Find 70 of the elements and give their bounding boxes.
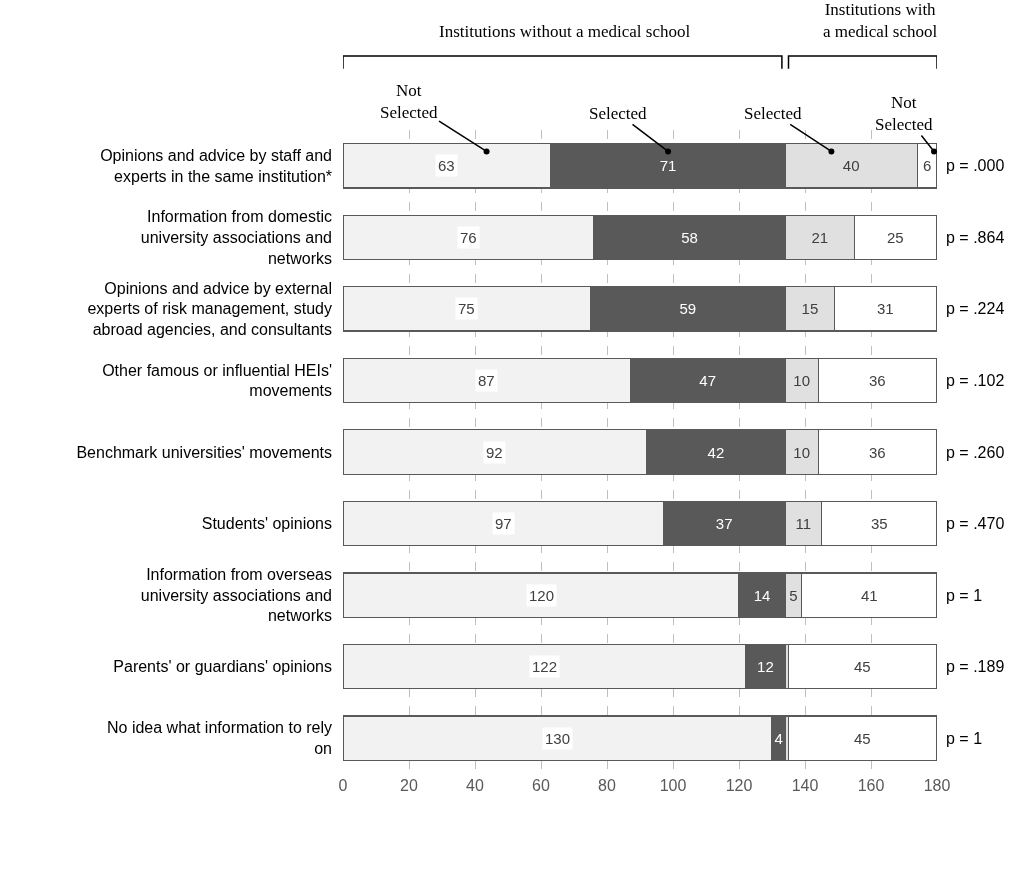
data-label: 36: [869, 444, 886, 461]
data-label: 71: [659, 157, 677, 175]
x-tick-label: 80: [598, 777, 616, 794]
data-label: 40: [842, 157, 860, 175]
x-tick-label: 160: [857, 777, 885, 794]
series-label: Not Selected: [380, 81, 439, 123]
bar: [787, 643, 937, 690]
data-label: 42: [707, 443, 725, 461]
series-label: Selected: [589, 104, 648, 123]
data-label: 92: [486, 444, 503, 461]
series-label: Selected: [744, 104, 803, 123]
x-tick-label: 20: [400, 777, 418, 794]
data-label: 58: [681, 228, 698, 246]
y-tick-label: Opinions and advice by external experts of risk management, study abroad agencies, and consultants: [87, 279, 332, 339]
text: p = .864: [946, 229, 1005, 246]
data-label: 10: [793, 443, 811, 461]
data-label: 14: [753, 586, 771, 604]
data-label: 47: [699, 371, 716, 389]
y-tick-label: Students' opinions: [201, 515, 332, 533]
data-label: 12: [757, 658, 774, 676]
data-label: 120: [529, 587, 555, 604]
text: p = .260: [946, 444, 1005, 461]
data-label: 97: [495, 515, 512, 532]
data-label: 41: [861, 587, 878, 604]
data-label: 6: [923, 157, 932, 174]
data-label: 87: [478, 372, 495, 389]
text: Institutions without a medical school: [439, 22, 691, 41]
data-label: 5: [789, 586, 798, 604]
data-label: 45: [854, 658, 871, 675]
data-label: 63: [438, 157, 455, 174]
data-label: 75: [458, 300, 475, 317]
data-label: 10: [793, 371, 811, 389]
data-label: 36: [869, 372, 886, 389]
text: p = 1: [946, 587, 983, 604]
data-label: 35: [871, 515, 888, 532]
x-tick-label: 40: [466, 777, 484, 794]
y-tick-label: Other famous or influential HEIs' movements: [102, 361, 332, 400]
text: p = .470: [946, 515, 1005, 532]
y-tick-label: Benchmark universities' movements: [76, 443, 332, 461]
x-tick-label: 140: [791, 777, 819, 794]
text: p = .102: [946, 372, 1005, 389]
data-label: 31: [877, 300, 894, 317]
data-label: 11: [795, 515, 812, 533]
text: p = .000: [946, 157, 1005, 174]
y-tick-label: Parents' or guardians' opinions: [113, 658, 332, 676]
text: p = 1: [946, 730, 983, 747]
y-tick-label: Opinions and advice by staff and experts in the same institution*: [100, 146, 332, 185]
y-tick-label: No idea what information to rely on: [107, 719, 332, 758]
data-label: 21: [811, 228, 829, 246]
text: Institutions with a medical school: [823, 0, 938, 42]
data-label: 15: [801, 300, 819, 318]
data-label: 25: [887, 229, 904, 246]
y-tick-label: Information from domestic university associations and networks: [140, 208, 332, 267]
text: p = .189: [946, 658, 1005, 675]
data-label: 122: [532, 658, 558, 675]
series-label: Not Selected: [875, 93, 934, 135]
data-label: 4: [774, 729, 783, 747]
data-label: 59: [679, 300, 697, 318]
bar: [787, 715, 937, 761]
x-tick-label: 0: [338, 777, 348, 794]
x-tick-label: 100: [659, 777, 687, 794]
y-tick-label: Information from overseas university associations and networks: [140, 565, 332, 625]
x-tick-label: 180: [923, 777, 951, 794]
data-label: 45: [854, 730, 871, 747]
data-label: 76: [460, 229, 477, 246]
data-label: 130: [545, 730, 571, 747]
x-tick-label: 120: [725, 777, 753, 794]
x-tick-label: 60: [532, 777, 550, 794]
data-label: 37: [715, 515, 733, 533]
text: p = .224: [946, 300, 1005, 317]
